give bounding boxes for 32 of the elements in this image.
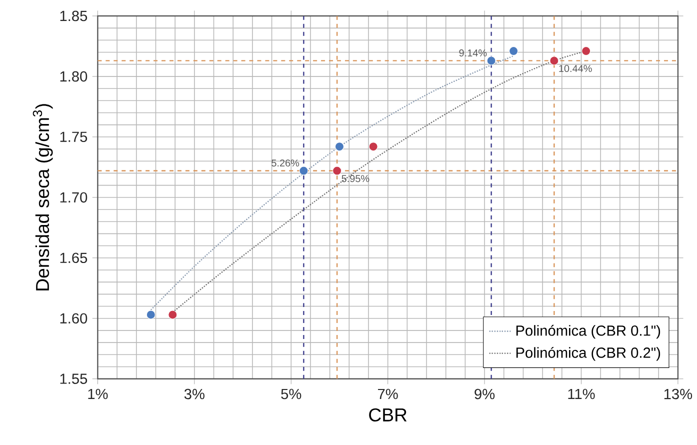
x-tick-label: 1% — [88, 389, 108, 400]
annotation: 5.95% — [342, 175, 370, 182]
y-axis-title: Densidad seca (g/cm$^{3}$) — [32, 104, 53, 290]
point — [299, 166, 308, 176]
legend-label: Polinómica (CBR 0.2") — [516, 347, 660, 361]
point — [550, 56, 559, 66]
y-tick-label: 1.60 — [60, 313, 88, 324]
x-tick-label: 7% — [378, 389, 398, 400]
y-tick-label: 1.80 — [60, 71, 88, 82]
y-tick-label: 1.75 — [60, 132, 88, 142]
point — [334, 142, 344, 152]
legend-label: Polinómica (CBR 0.1") — [516, 325, 660, 339]
x-tick-label: 3% — [184, 389, 204, 400]
annotation: 5.26% — [272, 160, 300, 167]
point — [168, 310, 178, 320]
x-axis-title: CBR — [369, 408, 407, 422]
point — [332, 166, 342, 176]
x-tick-label: 5% — [281, 389, 302, 400]
y-tick-label: 1.65 — [60, 252, 88, 264]
x-tick-label: 9% — [474, 389, 495, 400]
point — [582, 46, 591, 56]
annotation: 9.14% — [459, 50, 487, 57]
y-tick-label: 1.85 — [60, 10, 88, 22]
point — [146, 310, 156, 320]
annotation: 10.44% — [559, 65, 592, 72]
y-tick-label: 1.70 — [60, 192, 88, 203]
x-tick-label: 13% — [664, 389, 692, 400]
point — [368, 142, 378, 152]
point — [509, 46, 518, 56]
y-tick-label: 1.55 — [60, 374, 88, 384]
point — [486, 56, 496, 66]
x-tick-label: 11% — [568, 389, 595, 400]
